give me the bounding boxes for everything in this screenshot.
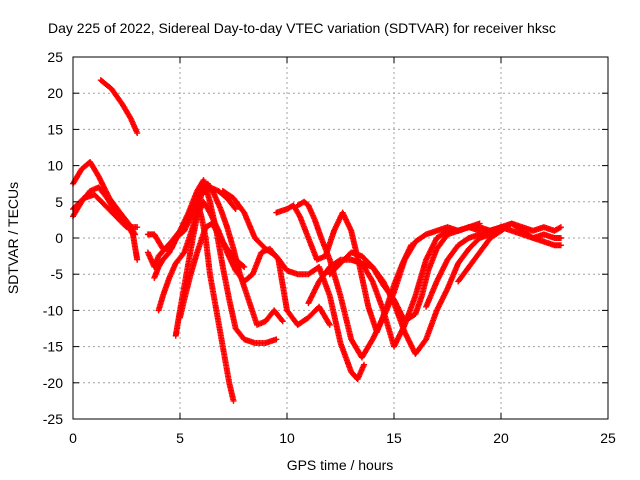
data-point [231,204,238,211]
x-tick-label: 25 [600,430,616,446]
x-tick-label: 15 [386,430,402,446]
x-tick-label: 0 [69,430,77,446]
axis-ticks: 0 5 10 15 20 25 25 20 15 10 5 0 -5 -10 -15 -20 -25 [43,49,616,446]
data-point [241,263,248,270]
data-point [326,321,333,328]
data-point [134,130,141,137]
data-point [134,224,141,231]
y-tick-label: -10 [43,302,63,318]
y-tick-label: -15 [43,339,63,355]
data-point [556,224,563,231]
data-point [134,256,141,263]
y-tick-label: -20 [43,375,63,391]
grid-lines [73,57,608,419]
data-point [279,318,286,325]
x-tick-label: 10 [279,430,295,446]
y-tick-label: -25 [43,411,63,427]
y-tick-label: 5 [55,194,63,210]
y-tick-label: -5 [51,266,64,282]
y-tick-label: 15 [47,121,63,137]
y-tick-label: 0 [55,230,63,246]
x-tick-label: 20 [493,430,509,446]
y-axis-label: SDTVAR / TECUs [5,182,21,294]
series-prn-k [219,187,368,383]
data-point [557,224,564,231]
series-prn-s [487,220,564,234]
data-point [361,361,368,368]
data-point [273,336,280,343]
y-tick-label: 25 [47,49,63,65]
series-prn-d [70,191,141,231]
y-tick-label: 10 [47,158,63,174]
series-prn-j [177,220,248,321]
series-prn-a [97,77,141,137]
data-point [278,317,285,324]
data-point [368,277,375,284]
data-points [70,77,564,404]
data-point [557,242,564,249]
chart-title: Day 225 of 2022, Sidereal Day-to-day VTE… [48,20,556,36]
data-point [557,235,564,241]
data-point [326,320,333,327]
x-tick-label: 5 [176,430,184,446]
data-point [230,397,237,404]
data-point [240,263,247,270]
series-prn-i [172,198,333,339]
x-axis-label: GPS time / hours [287,457,394,473]
y-tick-label: 20 [47,85,63,101]
data-point [232,206,239,213]
